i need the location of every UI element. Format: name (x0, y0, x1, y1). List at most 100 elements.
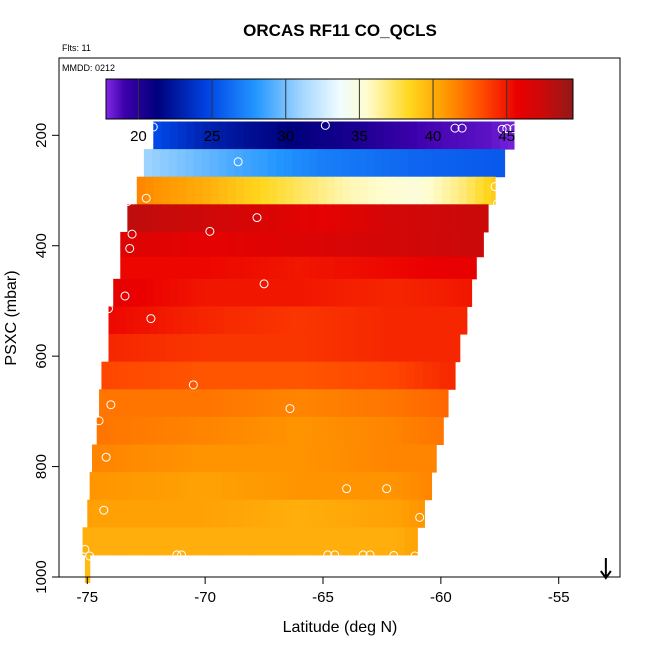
heatmap-cell (332, 361, 342, 390)
heatmap-cell (334, 121, 344, 150)
heatmap-cell (346, 389, 356, 418)
heatmap-cell (104, 416, 114, 445)
heatmap-cell (175, 361, 185, 390)
heatmap-cell (320, 472, 330, 501)
heatmap-cell (392, 121, 402, 150)
data-marker (127, 229, 137, 239)
heatmap-cell (383, 149, 392, 178)
heatmap-cell (120, 499, 130, 528)
heatmap-cell (222, 527, 232, 556)
heatmap-cell (411, 472, 421, 501)
heatmap-cell (314, 334, 324, 363)
heatmap-cell (340, 361, 350, 390)
heatmap-cell (417, 256, 427, 280)
heatmap-cell (323, 306, 332, 335)
heatmap-cell (252, 231, 262, 258)
y-axis: 200 400 600 800 1000 (33, 123, 59, 594)
heatmap-cell (90, 527, 100, 556)
heatmap-cell (194, 121, 204, 150)
heatmap-cell (385, 278, 395, 307)
heatmap-cell (350, 204, 359, 233)
heatmap-cell (186, 176, 196, 205)
heatmap-cell (426, 416, 436, 445)
heatmap-cell (169, 231, 179, 258)
heatmap-cell (310, 231, 319, 258)
heatmap-cell (389, 306, 398, 335)
heatmap-cell (96, 416, 106, 445)
heatmap-cell (475, 256, 477, 280)
heatmap-cell (331, 444, 341, 473)
heatmap-cell (265, 444, 275, 473)
heatmap-cell (374, 204, 384, 233)
heatmap-cell (193, 149, 203, 178)
heatmap-cell (277, 121, 286, 150)
arrow-marker (600, 558, 612, 580)
heatmap-cell (400, 176, 410, 205)
heatmap-cell (147, 472, 157, 501)
heatmap-cell (305, 527, 315, 556)
heatmap-cell (364, 334, 374, 363)
heatmap-cell (490, 149, 500, 178)
heatmap-cell (146, 278, 156, 307)
heatmap-cell (260, 256, 270, 280)
heatmap-cell (359, 176, 369, 205)
heatmap-cell (318, 176, 328, 205)
heatmap-cell (310, 256, 319, 280)
heatmap-cell (321, 389, 331, 418)
heatmap-cell (445, 389, 449, 418)
heatmap-cell (422, 444, 431, 473)
heatmap-cell (314, 306, 324, 335)
heatmap-cell (323, 334, 332, 363)
heatmap-cell (405, 444, 415, 473)
heatmap-cell (295, 472, 305, 501)
heatmap-cell (219, 176, 229, 205)
heatmap-cell (325, 149, 335, 178)
x-tick-label: -55 (548, 589, 570, 606)
heatmap-cell (374, 149, 384, 178)
heatmap-cell (269, 416, 279, 445)
data-marker (497, 124, 507, 134)
heatmap-cell (107, 389, 117, 418)
heatmap-cell (235, 499, 245, 528)
heatmap-cell (292, 149, 302, 178)
heatmap-cell (141, 334, 151, 363)
heatmap-cell (254, 472, 264, 501)
heatmap-cell (212, 278, 222, 307)
heatmap-cell (133, 306, 143, 335)
heatmap-cell (219, 256, 229, 280)
heatmap-cell (152, 204, 161, 233)
heatmap-cell (312, 472, 322, 501)
heatmap-cell (222, 389, 232, 418)
heatmap-cell (298, 306, 308, 335)
heatmap-cell (205, 472, 214, 501)
x-tick-label: -75 (76, 589, 98, 606)
heatmap-cell (285, 176, 295, 205)
heatmap-cell (286, 416, 296, 445)
heatmap-cell (211, 499, 220, 528)
heatmap-cell (181, 527, 191, 556)
heatmap-cell (341, 149, 351, 178)
heatmap-cell (125, 444, 134, 473)
heatmap-cell (377, 278, 387, 307)
heatmap-cell (446, 334, 456, 363)
heatmap-cell (95, 499, 105, 528)
heatmap-cell (284, 204, 293, 233)
heatmap-cell (379, 527, 389, 556)
heatmap-cell (366, 204, 376, 233)
data-marker (94, 416, 104, 426)
heatmap-cell (458, 176, 468, 205)
heatmap-cell (268, 176, 278, 205)
heatmap-cell (338, 389, 348, 418)
heatmap-cell (302, 278, 312, 307)
heatmap-cell (387, 389, 397, 418)
heatmap-cell (120, 231, 130, 258)
heatmap-cell (231, 527, 240, 556)
heatmap-cell (343, 121, 352, 150)
heatmap-cell (269, 278, 279, 307)
heatmap-cell (367, 499, 377, 528)
data-marker (148, 122, 158, 132)
heatmap-cell (158, 444, 167, 473)
data-marker (365, 550, 375, 560)
heatmap-cell (202, 176, 212, 205)
